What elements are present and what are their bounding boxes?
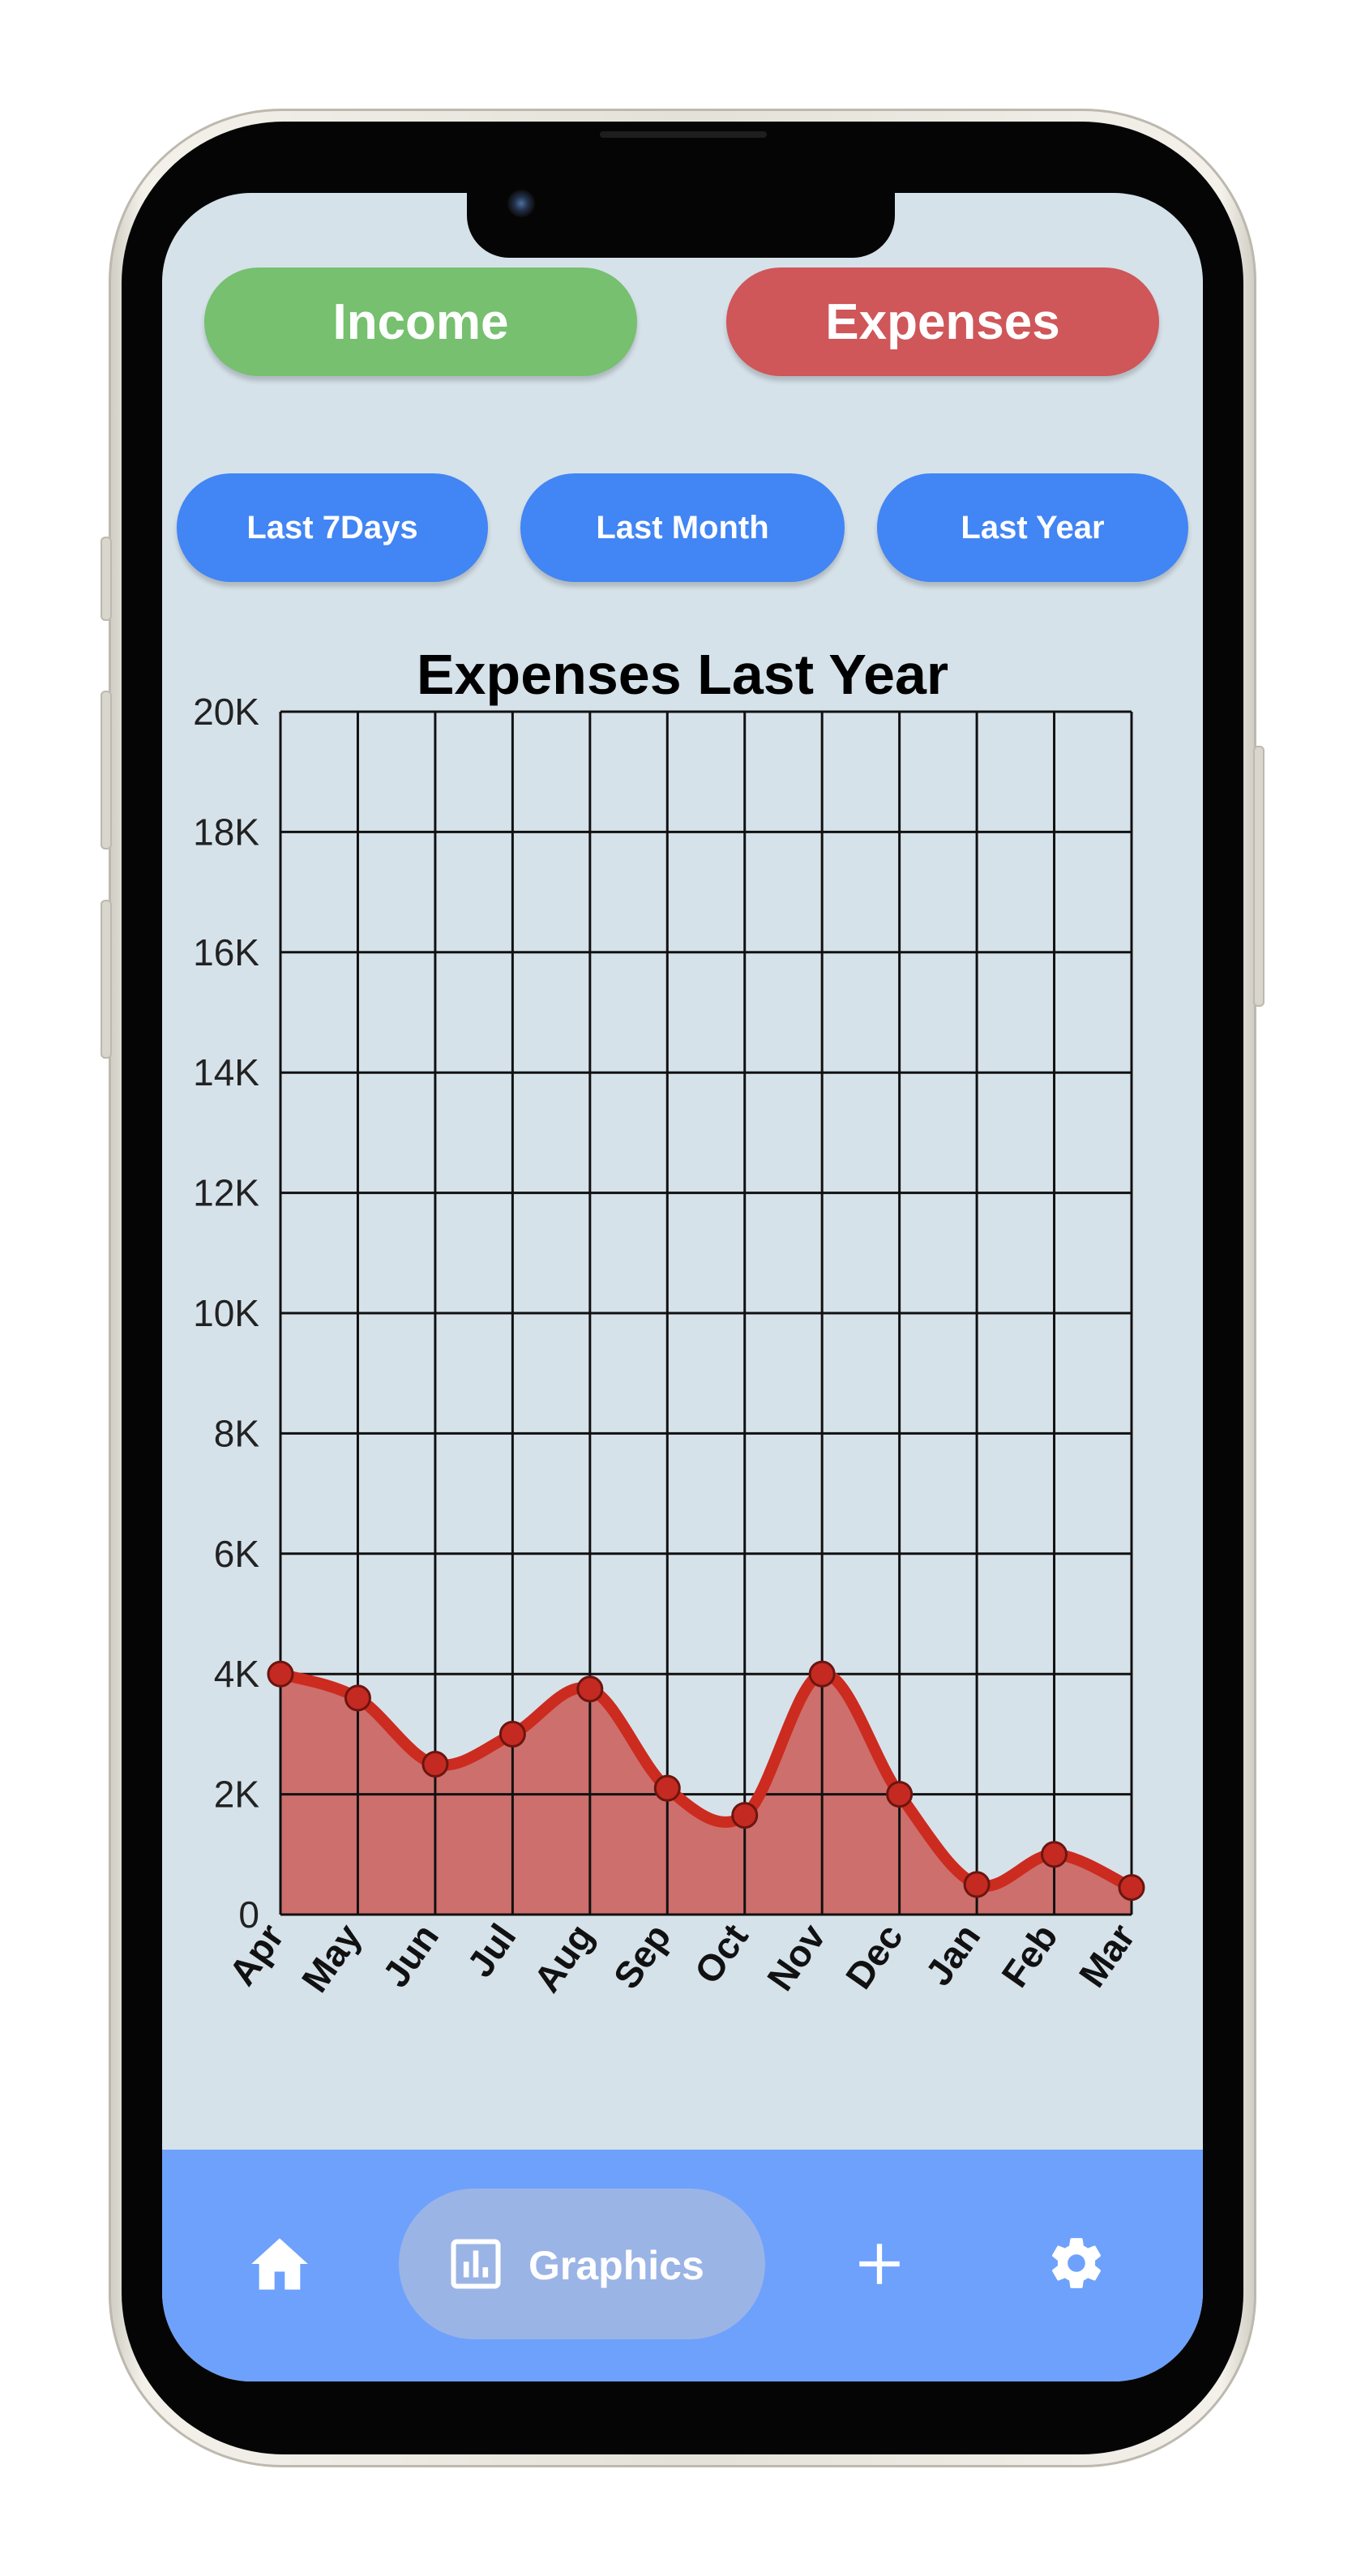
data-point-dec <box>886 1781 914 1808</box>
x-tick-label: Mar <box>1071 1916 1144 1995</box>
y-tick-label: 12K <box>193 1172 259 1214</box>
y-tick-label: 20K <box>193 691 259 733</box>
y-tick-label: 14K <box>193 1051 259 1093</box>
period-button-last-month[interactable]: Last Month <box>520 473 845 582</box>
data-point-jun <box>421 1751 449 1778</box>
chart-area-fill <box>280 1674 1132 1915</box>
x-tick-label: Feb <box>993 1916 1066 1995</box>
nav-item-home[interactable] <box>245 2229 315 2299</box>
plus-icon <box>859 2244 900 2284</box>
expenses-chart: Expenses Last Year 0 2K 4K 6K 8K 10K 12K 14K 16K… <box>162 632 1203 2059</box>
home-icon <box>251 2238 308 2290</box>
expenses-button[interactable]: Expenses <box>726 267 1159 376</box>
income-button[interactable]: Income <box>204 267 637 376</box>
x-tick-label: Oct <box>686 1916 756 1992</box>
chart-title: Expenses Last Year <box>417 643 948 706</box>
volume-down-button <box>101 900 112 1059</box>
y-tick-label: 10K <box>193 1292 259 1334</box>
nav-item-settings[interactable] <box>1044 2231 1109 2296</box>
chart-points <box>267 1660 1145 1902</box>
chart-grid <box>279 710 1133 1916</box>
period-button-last-7days[interactable]: Last 7Days <box>177 473 488 582</box>
data-point-apr <box>267 1660 294 1688</box>
front-camera <box>507 190 535 217</box>
mute-switch <box>101 537 112 621</box>
y-tick-label: 8K <box>214 1412 260 1454</box>
x-tick-label: Jan <box>917 1916 988 1993</box>
y-tick-label: 0 <box>238 1893 259 1936</box>
period-button-label: Last Year <box>961 509 1105 546</box>
data-point-aug <box>576 1675 604 1703</box>
earpiece-speaker <box>600 131 767 138</box>
y-tick-label: 18K <box>193 811 259 853</box>
nav-item-graphics-label: Graphics <box>528 2243 704 2288</box>
bottom-navigation-bar: Graphics <box>162 2150 1203 2381</box>
x-axis-ticks: Apr May Jun Jul Aug Sep Oct Nov Dec Jan Feb Mar <box>220 1916 1143 2000</box>
gear-icon <box>1052 2238 1101 2288</box>
period-button-label: Last Month <box>596 509 769 546</box>
income-button-label: Income <box>332 293 509 350</box>
y-tick-label: 16K <box>193 931 259 973</box>
data-point-jul <box>499 1720 526 1748</box>
data-point-nov <box>808 1660 836 1688</box>
expenses-button-label: Expenses <box>825 293 1060 350</box>
y-tick-label: 6K <box>214 1533 260 1575</box>
volume-up-button <box>101 691 112 849</box>
period-button-last-year[interactable]: Last Year <box>877 473 1188 582</box>
y-tick-label: 2K <box>214 1774 260 1816</box>
x-tick-label: May <box>293 1916 370 2000</box>
x-tick-label: Dec <box>837 1916 911 1996</box>
x-tick-label: Jul <box>459 1916 524 1984</box>
data-point-jan <box>963 1871 991 1898</box>
power-button <box>1253 746 1264 1007</box>
x-tick-label: Sep <box>605 1916 678 1996</box>
data-point-feb <box>1041 1841 1068 1868</box>
x-tick-label: Aug <box>525 1916 601 2000</box>
y-tick-label: 4K <box>214 1653 260 1695</box>
data-point-sep <box>653 1774 681 1802</box>
chart-svg: Expenses Last Year 0 2K 4K 6K 8K 10K 12K 14K 16K… <box>193 643 1145 2000</box>
bar-chart-icon <box>447 2236 504 2292</box>
x-tick-label: Jun <box>374 1916 447 1995</box>
x-tick-label: Apr <box>220 1916 292 1993</box>
data-point-mar <box>1118 1874 1145 1902</box>
y-axis-ticks: 0 2K 4K 6K 8K 10K 12K 14K 16K 18K 20K <box>193 691 259 1936</box>
period-button-label: Last 7Days <box>246 509 418 546</box>
chart-area-layer <box>280 1674 1132 1915</box>
nav-item-add[interactable] <box>849 2234 909 2294</box>
data-point-may <box>344 1684 371 1712</box>
nav-item-graphics[interactable] <box>399 2189 765 2339</box>
notch <box>467 159 895 258</box>
x-tick-label: Nov <box>759 1916 834 1998</box>
data-point-oct <box>731 1802 759 1829</box>
